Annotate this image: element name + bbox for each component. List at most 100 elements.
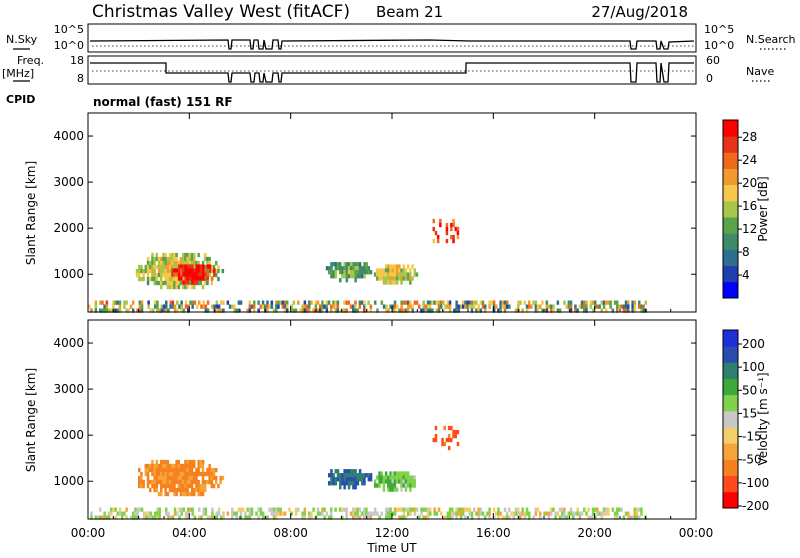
power-cell-0 [473,300,476,305]
power-cell-3 [330,270,333,275]
power-cell-5 [445,226,449,232]
power-cell-0 [367,300,370,305]
power-cell-2 [191,272,194,277]
power-cell-0 [189,300,192,305]
velocity-cell-3 [402,483,405,488]
power-cell-0 [215,304,219,309]
velocity-xtick-label: 08:00 [273,526,308,540]
power-cell-0 [407,300,410,305]
power-cell-1 [144,264,148,270]
velocity-cell-1 [217,483,220,489]
power-cell-5 [432,218,435,224]
velocity-cell-1 [153,467,156,473]
power-cell-2 [193,280,196,285]
power-cell-3 [341,270,344,275]
velocity-cell-0 [448,515,452,520]
power-cell-1 [193,252,196,258]
velocity-cell-3 [389,475,392,480]
power-cell-0 [156,300,159,305]
power-colorbar-frame [722,119,739,299]
power-cell-0 [178,304,181,309]
velocity-cell-1 [151,483,154,489]
velocity-cell-0 [594,507,597,512]
velocity-cell-0 [444,515,447,520]
velocity-colorbar-tick-label: -15 [742,430,762,444]
velocity-cell-1 [204,487,207,493]
velocity-cell-0 [308,515,311,520]
velocity-colorbar-swatch [723,330,738,347]
velocity-cell-2 [361,481,364,486]
power-cell-1 [149,276,152,282]
power-cell-4 [380,272,383,277]
velocity-cell-0 [270,507,274,512]
power-cell-4 [387,280,390,285]
velocity-cell-0 [404,507,408,512]
power-cell-3 [358,262,362,267]
power-cell-1 [182,256,185,262]
velocity-cell-0 [147,515,150,520]
power-cell-4 [393,264,397,269]
velocity-cell-0 [602,507,606,512]
velocity-cell-0 [611,507,615,512]
velocity-cell-0 [206,515,210,520]
velocity-cell-0 [235,515,238,520]
velocity-cell-2 [350,469,353,474]
power-cell-0 [473,304,476,309]
power-cell-1 [153,272,156,278]
velocity-cell-0 [154,515,157,520]
power-cell-0 [283,304,287,309]
velocity-cell-0 [596,507,599,512]
power-cell-4 [389,264,392,269]
velocity-cell-1 [168,475,172,481]
power-cell-0 [429,300,432,305]
power-cell-0 [387,308,390,313]
velocity-ytick-label: 4000 [53,336,84,350]
power-cell-3 [332,274,335,279]
power-cell-5 [456,226,460,232]
velocity-cell-0 [138,507,142,512]
velocity-cell-0 [591,511,595,516]
power-cell-4 [384,280,388,285]
power-cell-0 [303,300,307,305]
velocity-cell-1 [188,463,192,469]
velocity-colorbar-tick-label: 15 [742,406,757,420]
velocity-cell-1 [175,487,178,493]
power-cell-5 [432,238,435,244]
power-ytick-label: 1000 [53,267,84,281]
velocity-cell-0 [158,511,161,516]
power-cell-0 [605,300,608,305]
power-cell-4 [402,268,405,273]
power-cell-1 [197,260,200,266]
power-cell-1 [157,268,161,274]
velocity-cell-0 [616,507,619,512]
power-cell-0 [332,304,335,309]
velocity-cell-1 [171,463,174,469]
power-cell-3 [352,274,355,279]
power-cell-0 [594,304,597,309]
velocity-cell-2 [339,477,342,482]
power-cell-0 [334,304,337,309]
power-cell-0 [589,304,593,309]
velocity-cell-3 [373,479,377,484]
power-cell-0 [110,308,113,313]
power-cell-0 [466,300,469,305]
power-cell-0 [345,308,348,313]
velocity-cell-2 [363,473,366,478]
velocity-cell-1 [204,479,207,485]
power-cell-0 [380,300,384,305]
velocity-cell-0 [407,507,410,512]
power-cell-1 [182,276,185,282]
power-cell-2 [180,264,183,269]
power-cell-4 [409,276,412,281]
power-cell-5 [450,226,453,232]
velocity-cell-1 [188,483,192,489]
power-cell-0 [283,308,287,313]
velocity-cell-0 [341,507,344,512]
velocity-cell-0 [178,507,181,512]
velocity-cell-0 [191,507,194,512]
velocity-cell-1 [219,475,222,481]
power-cell-0 [349,304,353,309]
velocity-cell-0 [165,511,168,516]
power-cell-0 [147,300,150,305]
power-cell-1 [168,268,172,274]
